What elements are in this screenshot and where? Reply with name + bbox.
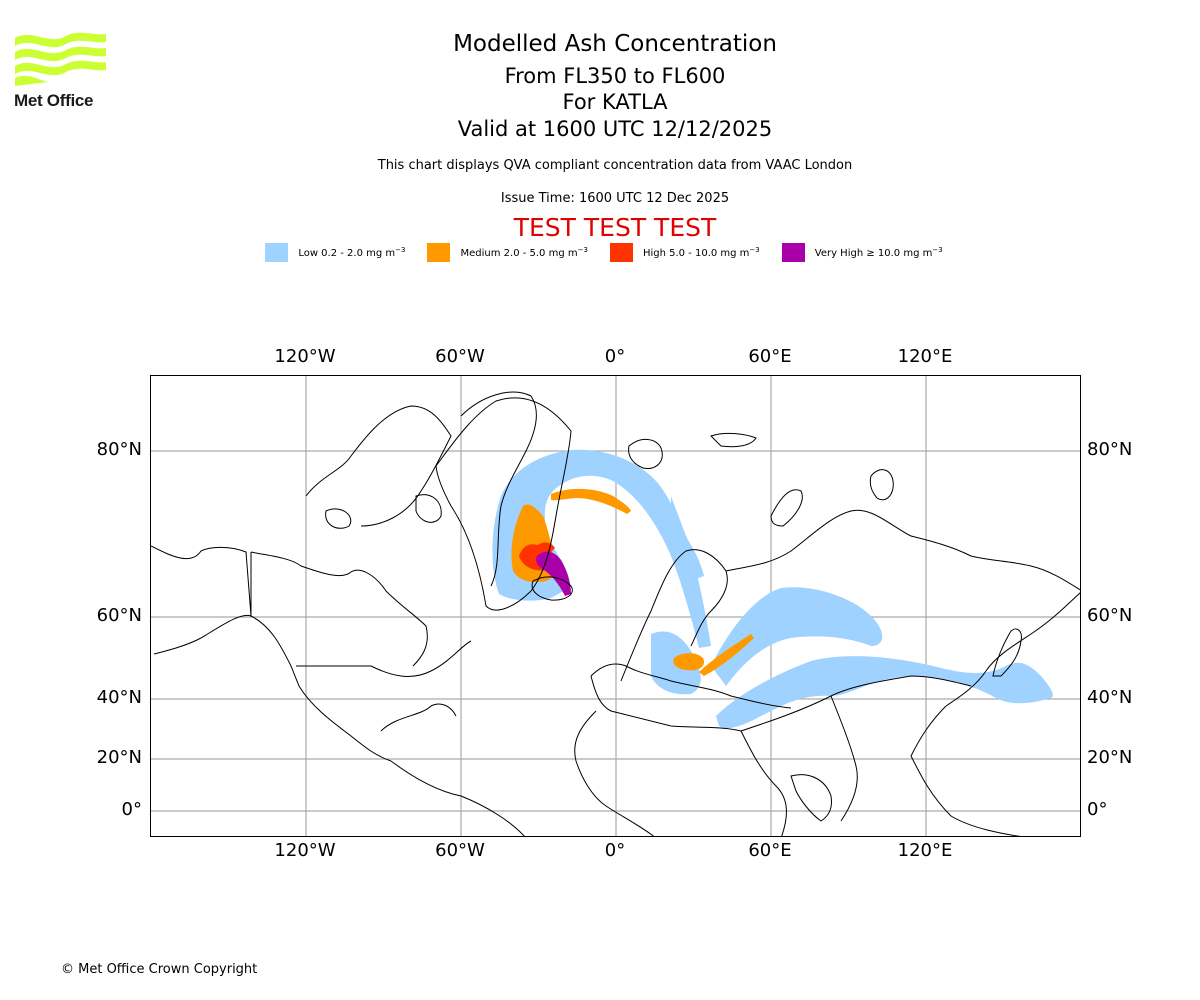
lon-tick-bottom-120w: 120°W bbox=[274, 840, 336, 861]
data-source-note: This chart displays QVA compliant concen… bbox=[377, 158, 853, 173]
logo-text: Met Office bbox=[14, 91, 94, 110]
flight-level-range: From FL350 to FL600 bbox=[504, 64, 726, 88]
lat-tick-left-20n: 20°N bbox=[96, 747, 142, 768]
lon-tick-top-120w: 120°W bbox=[274, 346, 336, 367]
legend-label-medium: Medium 2.0 - 5.0 mg m bbox=[460, 248, 578, 259]
lat-tick-right-80n: 80°N bbox=[1087, 439, 1133, 460]
legend-item-medium: Medium 2.0 - 5.0 mg m−3 bbox=[427, 243, 588, 262]
lat-tick-right-20n: 20°N bbox=[1087, 747, 1133, 768]
coastlines bbox=[151, 391, 1080, 836]
lon-tick-top-120e: 120°E bbox=[897, 346, 953, 367]
lon-tick-top-0: 0° bbox=[604, 346, 626, 367]
legend-label-very-high: Very High ≥ 10.0 mg m bbox=[814, 248, 933, 259]
graticule bbox=[151, 376, 1080, 836]
lon-tick-bottom-60e: 60°E bbox=[748, 840, 792, 861]
valid-time: Valid at 1600 UTC 12/12/2025 bbox=[457, 117, 773, 141]
legend-item-very-high: Very High ≥ 10.0 mg m−3 bbox=[781, 243, 943, 262]
lon-tick-bottom-0: 0° bbox=[604, 840, 626, 861]
ash-concentration-map[interactable] bbox=[150, 375, 1081, 837]
lat-tick-right-40n: 40°N bbox=[1087, 687, 1133, 708]
issue-time: Issue Time: 1600 UTC 12 Dec 2025 bbox=[500, 191, 730, 206]
legend-item-high: High 5.0 - 10.0 mg m−3 bbox=[609, 243, 760, 262]
legend-swatch-low bbox=[265, 243, 289, 262]
legend-swatch-medium bbox=[427, 243, 451, 262]
copyright-notice: © Met Office Crown Copyright bbox=[61, 962, 258, 977]
lat-tick-left-60n: 60°N bbox=[96, 605, 142, 626]
lat-tick-right-0: 0° bbox=[1087, 799, 1108, 820]
test-banner: TEST TEST TEST bbox=[513, 213, 717, 242]
legend-swatch-very-high bbox=[781, 243, 805, 262]
ash-low-layer bbox=[492, 449, 1053, 729]
chart-title: Modelled Ash Concentration bbox=[453, 31, 777, 57]
legend-label-low: Low 0.2 - 2.0 mg m bbox=[298, 248, 396, 259]
concentration-legend: Low 0.2 - 2.0 mg m−3 Medium 2.0 - 5.0 mg… bbox=[0, 243, 1200, 262]
lat-tick-right-60n: 60°N bbox=[1087, 605, 1133, 626]
lon-tick-bottom-120e: 120°E bbox=[897, 840, 953, 861]
legend-swatch-high bbox=[609, 243, 633, 262]
lat-tick-left-40n: 40°N bbox=[96, 687, 142, 708]
map-canvas bbox=[151, 376, 1080, 836]
legend-label-high: High 5.0 - 10.0 mg m bbox=[642, 248, 750, 259]
volcano-name: For KATLA bbox=[562, 90, 668, 114]
wave-logo-icon bbox=[15, 32, 106, 86]
met-office-logo: Met Office bbox=[14, 30, 108, 112]
lat-tick-left-0: 0° bbox=[121, 799, 142, 820]
legend-item-low: Low 0.2 - 2.0 mg m−3 bbox=[265, 243, 405, 262]
lat-tick-left-80n: 80°N bbox=[96, 439, 142, 460]
lon-tick-bottom-60w: 60°W bbox=[435, 840, 485, 861]
lon-tick-top-60e: 60°E bbox=[748, 346, 792, 367]
lon-tick-top-60w: 60°W bbox=[435, 346, 485, 367]
ash-very-high-layer bbox=[536, 551, 571, 596]
